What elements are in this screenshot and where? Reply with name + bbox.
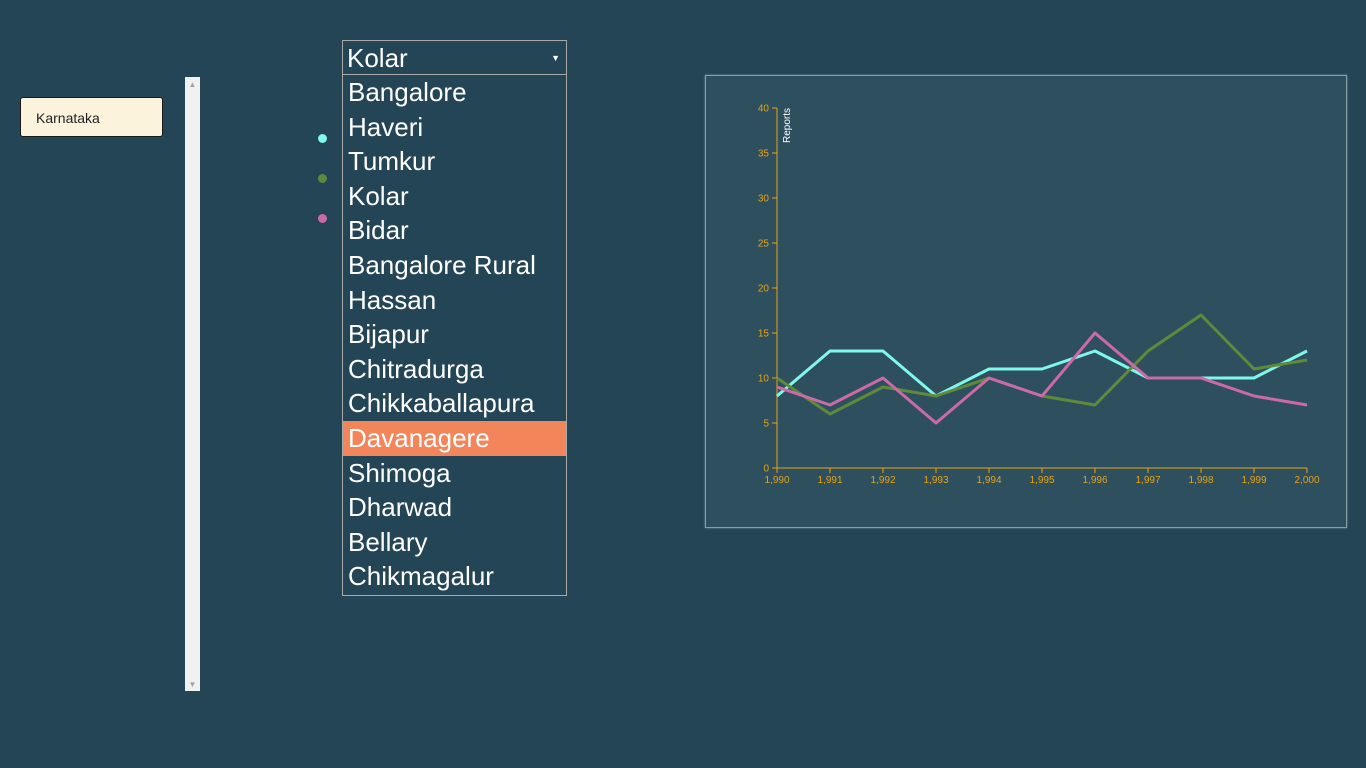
y-axis-label: Reports (782, 108, 793, 143)
series-line-1 (776, 349, 1308, 398)
x-tick-label: 2,000 (1294, 475, 1319, 486)
y-tick-label: 15 (758, 329, 770, 340)
district-option[interactable]: Chikmagalur (348, 561, 494, 592)
district-option[interactable]: Bijapur (348, 319, 429, 350)
x-tick-label: 1,992 (870, 475, 895, 486)
legend-dot-series-2 (318, 174, 327, 183)
y-tick-label: 20 (758, 284, 770, 295)
district-option[interactable]: Dharwad (348, 492, 453, 523)
district-option[interactable]: Kolar (348, 180, 409, 211)
series-line-2 (776, 313, 1308, 416)
district-option[interactable]: Hassan (348, 284, 437, 315)
chart-svg: 0 5 10 15 20 25 30 35 40 1,990 1,991 1,992 1,993 1,99… (758, 104, 1320, 487)
x-tick-label: 1,994 (976, 475, 1001, 486)
state-button-label: Karnataka (36, 110, 100, 126)
y-tick-label: 5 (763, 419, 769, 430)
x-tick-label: 1,995 (1029, 475, 1054, 486)
x-tick-label: 1,991 (817, 475, 842, 486)
district-option[interactable]: Chikkaballapura (348, 388, 535, 419)
x-tick-label: 1,993 (923, 475, 948, 486)
x-tick-label: 1,990 (764, 475, 789, 486)
x-tick-label: 1,997 (1135, 475, 1160, 486)
reports-line-chart: 0 5 10 15 20 25 30 35 40 1,990 1,991 1,992 1,993 1,99… (705, 75, 1347, 528)
district-select[interactable]: Kolar ▼ (342, 40, 567, 75)
chevron-down-icon: ▼ (551, 53, 560, 63)
x-tick-label: 1,996 (1082, 475, 1107, 486)
y-tick-label: 35 (758, 149, 770, 160)
district-option[interactable]: Chitradurga (348, 353, 484, 384)
scroll-up-arrow-icon[interactable]: ▲ (188, 79, 197, 89)
legend-dot-series-1 (318, 134, 327, 143)
y-tick-label: 30 (758, 194, 770, 205)
district-option[interactable]: Haveri (348, 111, 424, 142)
district-dropdown-list[interactable]: Bangalore Haveri Tumkur Kolar Bidar Bangalore… (342, 75, 567, 596)
x-tick-label: 1,999 (1241, 475, 1266, 486)
x-tick-label: 1,998 (1188, 475, 1213, 486)
district-select-value: Kolar (347, 43, 408, 73)
y-tick-label: 25 (758, 239, 770, 250)
vertical-scrollbar[interactable]: ▲ ▼ (185, 77, 200, 691)
scroll-down-arrow-icon[interactable]: ▼ (188, 679, 197, 689)
state-button-karnataka[interactable]: Karnataka (20, 97, 163, 137)
district-option[interactable]: Bellary (348, 526, 428, 557)
district-option[interactable]: Bidar (348, 215, 409, 246)
district-option[interactable]: Tumkur (348, 146, 436, 177)
series-line-3 (776, 331, 1308, 425)
district-option[interactable]: Bangalore Rural (348, 249, 536, 280)
district-option[interactable]: Shimoga (348, 457, 451, 488)
district-option[interactable]: Davanagere (343, 420, 566, 456)
y-tick-label: 10 (758, 374, 770, 385)
y-tick-label: 0 (763, 464, 769, 475)
legend-dot-series-3 (318, 214, 327, 223)
y-tick-label: 40 (758, 104, 770, 115)
district-option[interactable]: Bangalore (348, 77, 467, 107)
